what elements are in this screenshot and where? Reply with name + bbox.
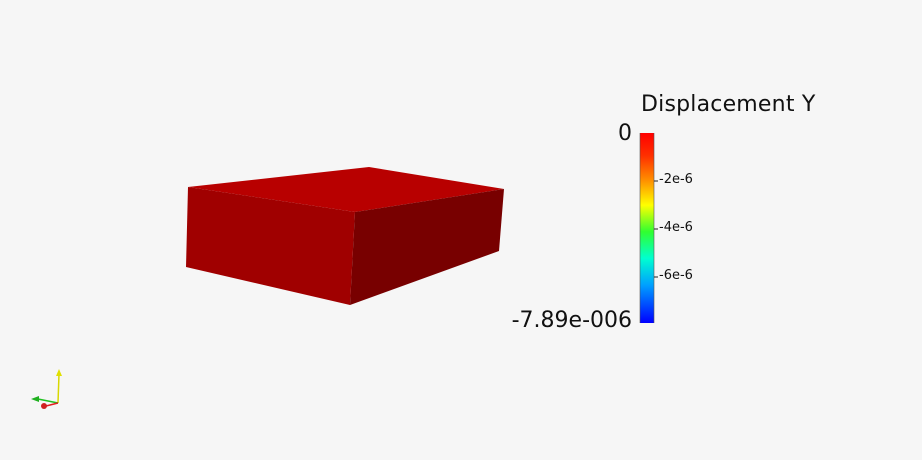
block-top-face xyxy=(188,167,504,212)
colorbar-title: Displacement Y xyxy=(641,92,816,117)
colorbar-max-label: 0 xyxy=(618,121,632,146)
colorbar-min-label: -7.89e-006 xyxy=(511,308,632,333)
block-side-face xyxy=(350,189,504,305)
colorbar-tick-label: -2e-6 xyxy=(659,172,693,187)
axis-z-arrow xyxy=(31,396,39,402)
axis-z-line xyxy=(37,398,59,404)
axis-x-arrow xyxy=(41,403,47,409)
axis-y-line xyxy=(57,373,60,404)
axis-x-line xyxy=(45,402,59,407)
displacement-block[interactable] xyxy=(186,167,504,305)
colorbar-tick-label: -6e-6 xyxy=(659,268,693,283)
color-legend-bar xyxy=(639,133,658,323)
orientation-axes-widget xyxy=(31,369,62,409)
block-front-face xyxy=(186,187,355,305)
colorbar-tick-label: -4e-6 xyxy=(659,220,693,235)
axis-y-arrow xyxy=(56,369,62,376)
